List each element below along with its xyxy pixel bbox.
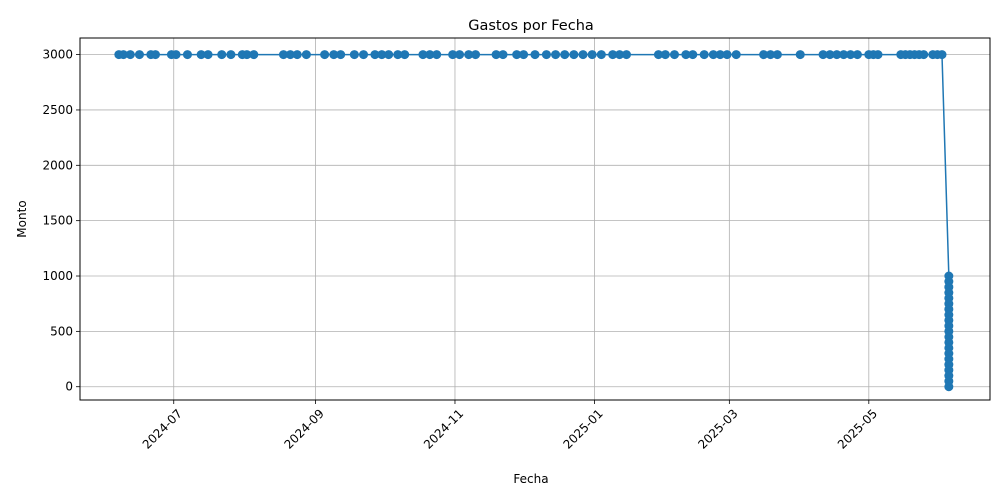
data-point bbox=[393, 50, 403, 60]
data-point bbox=[560, 50, 570, 60]
data-point bbox=[608, 50, 618, 60]
data-point bbox=[512, 50, 522, 60]
y-tick-label: 500 bbox=[50, 324, 73, 338]
data-point bbox=[432, 50, 442, 60]
data-point bbox=[118, 50, 128, 60]
y-tick-label: 0 bbox=[65, 380, 73, 394]
data-point bbox=[285, 50, 295, 60]
data-point bbox=[217, 50, 227, 60]
data-point bbox=[660, 50, 670, 60]
data-point bbox=[359, 50, 369, 60]
data-point bbox=[249, 50, 259, 60]
data-point bbox=[587, 50, 597, 60]
data-point bbox=[852, 50, 862, 60]
data-point bbox=[491, 50, 501, 60]
data-point bbox=[759, 50, 769, 60]
data-point bbox=[448, 50, 458, 60]
data-point bbox=[301, 50, 311, 60]
data-point bbox=[919, 50, 929, 60]
data-point bbox=[519, 50, 529, 60]
y-tick-label: 2500 bbox=[42, 103, 73, 117]
data-point bbox=[731, 50, 741, 60]
data-point bbox=[699, 50, 709, 60]
data-point bbox=[278, 50, 288, 60]
data-point bbox=[418, 50, 428, 60]
data-point bbox=[196, 50, 206, 60]
data-point bbox=[818, 50, 828, 60]
data-point bbox=[653, 50, 663, 60]
y-axis-ticks: 0 500 1000 1500 2000 2500 3000 bbox=[42, 48, 80, 394]
data-point bbox=[708, 50, 718, 60]
data-point bbox=[292, 50, 302, 60]
chart-title: Gastos por Fecha bbox=[468, 18, 594, 34]
data-point bbox=[400, 50, 410, 60]
data-point bbox=[569, 50, 579, 60]
y-tick-label: 1500 bbox=[42, 214, 73, 228]
data-point bbox=[134, 50, 144, 60]
data-point bbox=[471, 50, 481, 60]
data-point bbox=[377, 50, 387, 60]
data-point bbox=[832, 50, 842, 60]
data-point bbox=[722, 50, 732, 60]
data-point bbox=[944, 382, 954, 392]
data-point bbox=[384, 50, 394, 60]
data-point bbox=[125, 50, 135, 60]
data-point bbox=[825, 50, 835, 60]
data-point bbox=[669, 50, 679, 60]
data-point bbox=[715, 50, 725, 60]
data-point bbox=[349, 50, 359, 60]
data-point bbox=[621, 50, 631, 60]
data-point bbox=[846, 50, 856, 60]
data-point bbox=[320, 50, 330, 60]
data-point bbox=[329, 50, 339, 60]
data-point bbox=[530, 50, 540, 60]
data-point bbox=[688, 50, 698, 60]
data-point bbox=[839, 50, 849, 60]
y-tick-label: 1000 bbox=[42, 269, 73, 283]
data-point bbox=[596, 50, 606, 60]
y-tick-label: 2000 bbox=[42, 158, 73, 172]
data-point bbox=[203, 50, 213, 60]
data-point bbox=[336, 50, 346, 60]
data-point bbox=[182, 50, 192, 60]
data-series bbox=[114, 50, 954, 392]
x-axis-label: Fecha bbox=[513, 472, 548, 486]
data-point bbox=[425, 50, 435, 60]
data-point bbox=[615, 50, 625, 60]
data-point bbox=[873, 50, 883, 60]
data-point bbox=[937, 50, 947, 60]
data-point bbox=[242, 50, 252, 60]
data-point bbox=[370, 50, 380, 60]
data-point bbox=[498, 50, 508, 60]
data-point bbox=[226, 50, 236, 60]
y-tick-label: 3000 bbox=[42, 48, 73, 62]
data-point bbox=[455, 50, 465, 60]
data-point bbox=[766, 50, 775, 60]
data-point bbox=[171, 50, 181, 60]
data-point bbox=[795, 50, 805, 60]
data-point bbox=[541, 50, 551, 60]
data-point bbox=[464, 50, 474, 60]
plot-frame bbox=[79, 37, 991, 401]
data-point bbox=[551, 50, 561, 60]
data-point bbox=[578, 50, 588, 60]
y-axis-label: Monto bbox=[15, 200, 29, 237]
data-point bbox=[681, 50, 691, 60]
data-point bbox=[150, 50, 160, 60]
data-point bbox=[772, 50, 782, 60]
